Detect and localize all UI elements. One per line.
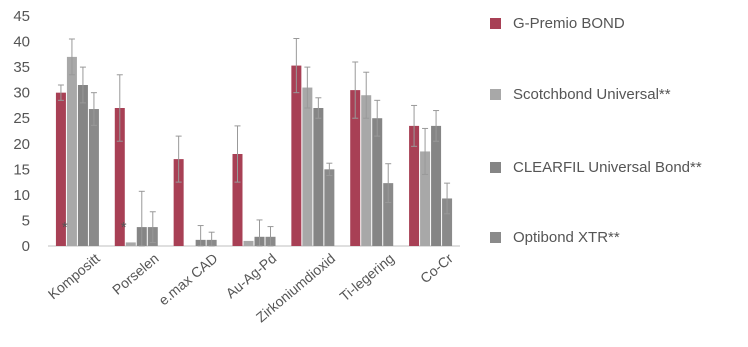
legend-label-clearfil-universal-bond: CLEARFIL Universal Bond** — [513, 159, 702, 176]
legend-item-scotchbond-universal: Scotchbond Universal** — [490, 86, 671, 103]
legend-item-g-premio-bond: G-Premio BOND — [490, 15, 625, 32]
x-category-label-6: Co-Cr — [417, 250, 456, 286]
bar-g-premio-bond-6 — [409, 125, 420, 246]
bar-g-premio-bond-1 — [114, 108, 125, 246]
bar-optibond-xtr-5 — [383, 183, 394, 246]
y-tick-label-7: 35 — [13, 59, 30, 76]
legend-item-clearfil-universal-bond: CLEARFIL Universal Bond** — [490, 159, 702, 176]
legend-swatch-optibond-xtr — [490, 232, 501, 243]
y-tick-label-4: 20 — [13, 136, 30, 153]
bar-clearfil-universal-bond-0 — [77, 85, 88, 246]
bar-optibond-xtr-4 — [324, 169, 335, 246]
bar-scotchbond-universal-1 — [125, 242, 136, 246]
bar-optibond-xtr-6 — [442, 198, 453, 246]
x-category-label-3: Au-Ag-Pd — [223, 250, 280, 301]
significance-mark-2: * — [121, 219, 127, 236]
legend-label-optibond-xtr: Optibond XTR** — [513, 229, 620, 246]
legend-label-g-premio-bond: G-Premio BOND — [513, 15, 625, 32]
y-tick-label-0: 0 — [22, 238, 30, 255]
bar-g-premio-bond-4 — [291, 65, 302, 246]
bar-g-premio-bond-3 — [232, 154, 243, 246]
legend-swatch-scotchbond-universal — [490, 89, 501, 100]
y-tick-label-9: 45 — [13, 8, 30, 25]
bar-optibond-xtr-0 — [88, 109, 99, 247]
x-category-label-5: Ti-legering — [337, 250, 398, 304]
bar-clearfil-universal-bond-6 — [431, 125, 442, 246]
bar-g-premio-bond-5 — [350, 90, 361, 246]
bar-g-premio-bond-0 — [55, 92, 66, 247]
bar-clearfil-universal-bond-5 — [372, 118, 383, 246]
legend-item-optibond-xtr: Optibond XTR** — [490, 229, 620, 246]
bar-scotchbond-universal-6 — [420, 151, 431, 246]
bar-scotchbond-universal-4 — [302, 87, 313, 246]
y-tick-label-5: 25 — [13, 110, 30, 127]
x-category-label-1: Porselen — [109, 250, 162, 298]
bar-g-premio-bond-2 — [173, 159, 184, 246]
bar-scotchbond-universal-0 — [66, 56, 77, 247]
y-tick-label-2: 10 — [13, 187, 30, 204]
significance-mark-1: * — [62, 219, 68, 236]
y-tick-label-8: 40 — [13, 34, 30, 51]
legend-swatch-g-premio-bond — [490, 18, 501, 29]
x-category-label-2: e.max CAD — [155, 250, 220, 308]
bar-scotchbond-universal-3 — [243, 240, 254, 246]
y-tick-label-3: 15 — [13, 161, 30, 178]
legend-swatch-clearfil-universal-bond — [490, 162, 501, 173]
y-tick-label-1: 5 — [22, 212, 30, 229]
legend-label-scotchbond-universal: Scotchbond Universal** — [513, 86, 671, 103]
x-category-label-0: Kompositt — [45, 250, 103, 302]
y-tick-label-6: 30 — [13, 85, 30, 102]
bar-scotchbond-universal-5 — [361, 95, 372, 246]
bar-clearfil-universal-bond-4 — [313, 108, 324, 246]
